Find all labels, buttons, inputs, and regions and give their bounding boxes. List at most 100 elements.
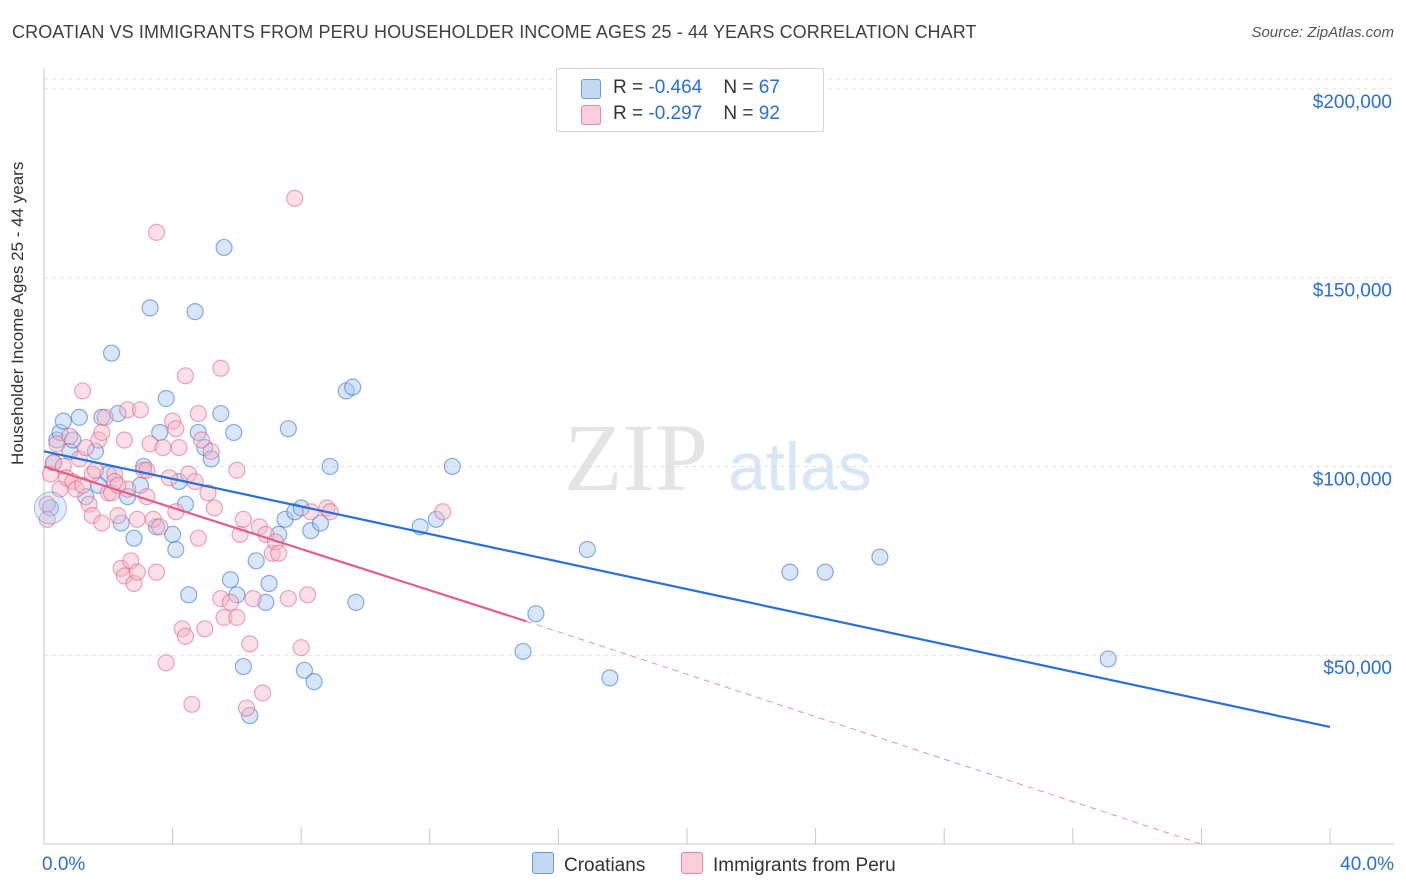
point-peru [199,484,217,502]
point-peru [118,401,137,419]
point-peru [244,589,262,608]
point-croatians [212,404,230,423]
r-value: -0.464 [648,77,703,98]
point-croatians [344,378,362,396]
point-peru [212,589,230,608]
y-tick-label: $200,000 [1313,92,1392,113]
n-value: 67 [758,77,780,98]
point-peru [292,639,310,657]
point-croatians [260,574,278,593]
point-peru [205,499,223,517]
point-peru [299,586,317,604]
stats-legend: R = -0.464 N = 67 R = -0.297 N = 92 [556,68,824,132]
point-peru [128,563,146,581]
point-croatians [157,389,175,408]
point-peru [125,574,143,593]
point-peru [263,544,281,562]
point-peru [302,503,320,521]
point-croatians [86,442,105,460]
chart-title: CROATIAN VS IMMIGRANTS FROM PERU HOUSEHO… [12,22,977,42]
tick-labels: $50,000 $100,000 $150,000 $200,000 0.0% 40.0% [42,92,1394,875]
point-peru [266,533,285,551]
point-croatians [257,593,275,611]
point-croatians [109,404,127,423]
x-tick-label-max: 40.0% [1340,854,1394,875]
point-croatians [51,423,69,442]
point-peru [141,435,159,453]
point-croatians [279,420,297,438]
legend-item-croatians: Croatians [532,852,645,877]
point-croatians [816,563,834,581]
point-peru [147,563,166,581]
point-peru [212,359,230,377]
point-croatians [578,540,596,559]
point-croatians [1099,650,1117,668]
point-peru [147,223,166,241]
point-croatians [225,423,243,442]
point-peru [234,510,252,528]
point-croatians [305,673,323,691]
point-croatians [234,657,252,676]
point-croatians [141,299,159,317]
trend-line-peru-extension [526,620,1202,845]
axes [43,68,1394,845]
legend-item-peru: Immigrants from Peru [681,852,896,877]
point-peru [228,461,246,479]
point-peru [151,518,169,536]
point-croatians [180,586,198,604]
point-croatians [781,563,799,581]
swatch-peru [581,105,601,125]
point-peru [93,514,111,532]
y-axis-label-wrap: Householder Income Ages 25 - 44 years [8,162,28,465]
point-peru [221,593,240,611]
point-croatians [321,457,339,476]
point-croatians [221,571,240,589]
point-peru [176,367,195,385]
point-croatians [514,642,532,661]
point-peru [73,382,92,400]
n-value: 92 [758,103,780,124]
point-peru [202,442,220,460]
point-peru [228,608,246,627]
point-peru [48,435,66,453]
point-croatians [125,529,143,547]
point-peru [73,476,92,494]
point-peru [131,401,150,419]
point-peru [286,189,304,207]
point-croatians [70,408,88,426]
point-croatians [54,412,72,430]
point-peru [77,438,95,457]
point-peru [38,495,56,513]
point-croatians [295,661,314,679]
point-croatians [186,303,204,321]
y-axis-label: Householder Income Ages 25 - 44 years [8,161,27,465]
point-peru [138,461,156,479]
point-peru [96,408,114,426]
x-tick-label-min: 0.0% [42,854,85,875]
legend-swatch-croatians [532,852,554,874]
watermark-zip: ZIP [564,404,708,511]
legend-label-peru: Immigrants from Peru [713,855,896,876]
point-peru [80,495,98,513]
point-peru [254,684,272,702]
trend-lines [43,450,1331,845]
point-peru [237,699,256,717]
point-peru [109,506,127,525]
trend-line-croatians [43,450,1331,729]
point-peru [183,695,201,713]
point-croatians [311,514,330,532]
point-croatians [102,344,121,362]
r-label: R = [613,103,649,124]
trend-line-peru [43,465,527,623]
point-peru [176,627,195,645]
point-croatians [527,605,545,623]
watermark-atlas: atlas [728,429,872,505]
point-peru [434,503,452,521]
point-croatians [215,238,233,257]
point-peru [196,620,214,638]
point-peru [241,635,259,653]
stats-text-croatians: R = -0.464 N = 67 [613,77,780,99]
y-tick-label: $50,000 [1323,658,1392,679]
point-peru [279,589,297,608]
